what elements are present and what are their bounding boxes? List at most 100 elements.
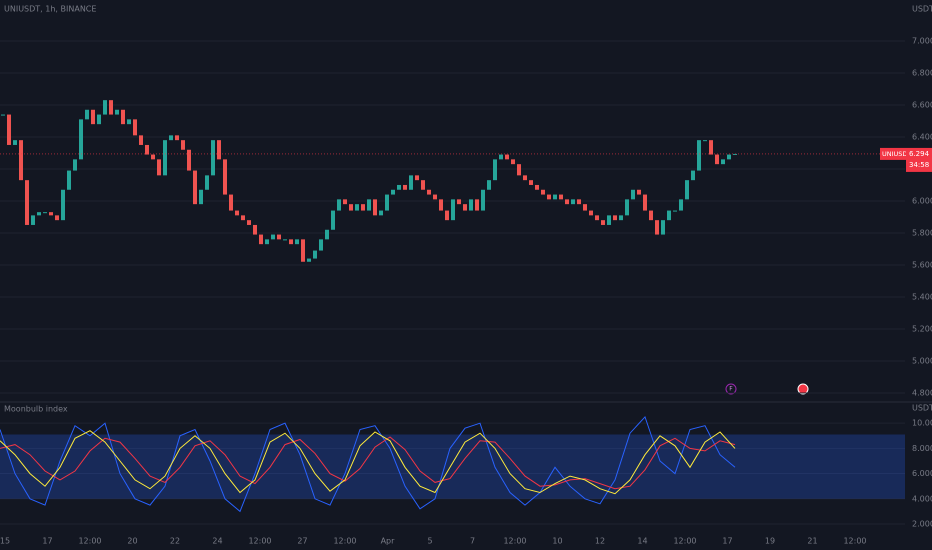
y-tick-label: 7.000 bbox=[912, 36, 932, 45]
candle bbox=[397, 184, 401, 190]
candle bbox=[199, 189, 203, 205]
x-tick-label: 27 bbox=[297, 537, 307, 546]
candle bbox=[19, 140, 23, 181]
y-tick-label: 6.000 bbox=[912, 196, 932, 205]
candle bbox=[391, 189, 395, 195]
candle bbox=[571, 199, 575, 205]
y-tick-label: 2.000 bbox=[912, 519, 932, 528]
candle bbox=[283, 239, 287, 241]
candle bbox=[259, 234, 263, 245]
candle bbox=[667, 210, 671, 221]
event-marker[interactable] bbox=[797, 383, 809, 395]
candle bbox=[469, 199, 473, 211]
candle bbox=[337, 199, 341, 211]
candle bbox=[511, 159, 515, 165]
candle bbox=[121, 109, 125, 125]
candle bbox=[253, 224, 257, 235]
candle bbox=[271, 234, 275, 240]
x-tick-label: 7 bbox=[470, 537, 475, 546]
candle bbox=[103, 100, 107, 115]
candle bbox=[211, 140, 215, 176]
axis-unit: USDT bbox=[912, 5, 932, 14]
y-tick-label: 5.000 bbox=[912, 356, 932, 365]
x-tick-label: 22 bbox=[170, 537, 180, 546]
y-tick-label: 4.800 bbox=[912, 388, 932, 397]
candle bbox=[7, 114, 11, 145]
candle bbox=[655, 220, 659, 235]
candle bbox=[343, 199, 347, 205]
y-tick-label: 6.000 bbox=[912, 469, 932, 478]
x-tick-label: 17 bbox=[722, 537, 732, 546]
candle bbox=[517, 164, 521, 176]
candle bbox=[247, 220, 251, 225]
y-tick-label: 8.000 bbox=[912, 444, 932, 453]
candle bbox=[43, 212, 47, 214]
candle bbox=[319, 239, 323, 251]
candle bbox=[565, 199, 569, 205]
candle bbox=[355, 204, 359, 211]
candle bbox=[97, 114, 101, 125]
y-tick-label: 6.600 bbox=[912, 100, 932, 109]
candle bbox=[733, 153, 737, 155]
candle bbox=[1, 114, 5, 116]
candle bbox=[223, 159, 227, 195]
y-tick-label: 5.400 bbox=[912, 292, 932, 301]
candle bbox=[373, 199, 377, 216]
candle bbox=[487, 180, 491, 190]
candle bbox=[79, 119, 83, 160]
candle bbox=[559, 194, 563, 200]
candle bbox=[505, 154, 509, 160]
candle bbox=[169, 135, 173, 141]
candle bbox=[85, 109, 89, 120]
x-tick-label: 20 bbox=[127, 537, 137, 546]
candle bbox=[193, 170, 197, 205]
candle bbox=[67, 170, 71, 190]
candle bbox=[661, 220, 665, 235]
candle bbox=[439, 199, 443, 211]
candle bbox=[691, 170, 695, 181]
candle bbox=[229, 194, 233, 211]
x-tick-label: 19 bbox=[765, 537, 775, 546]
indicator-line bbox=[0, 430, 736, 495]
candle bbox=[91, 109, 95, 125]
x-tick-label: 12:00 bbox=[843, 537, 866, 546]
candle bbox=[181, 140, 185, 150]
price-tag-countdown: 34:58 bbox=[909, 161, 929, 169]
candle bbox=[619, 215, 623, 221]
candle bbox=[349, 204, 353, 211]
candle bbox=[307, 258, 311, 262]
candle bbox=[577, 199, 581, 205]
candle bbox=[589, 210, 593, 216]
x-tick-label: 12 bbox=[595, 537, 605, 546]
candle bbox=[25, 180, 29, 225]
candle bbox=[499, 154, 503, 160]
candle bbox=[451, 199, 455, 221]
price-tag bbox=[880, 147, 906, 160]
candle bbox=[277, 234, 281, 240]
candle bbox=[553, 194, 557, 200]
candle bbox=[601, 220, 605, 225]
x-tick-label: 10 bbox=[552, 537, 562, 546]
candle bbox=[163, 140, 167, 176]
y-tick-label: 4.000 bbox=[912, 494, 932, 503]
candle bbox=[133, 119, 137, 136]
y-tick-label: 5.600 bbox=[912, 260, 932, 269]
candle bbox=[445, 210, 449, 221]
chart-title: UNIUSDT, 1h, BINANCE bbox=[4, 5, 96, 14]
candle bbox=[313, 250, 317, 259]
candle bbox=[241, 215, 245, 221]
x-tick-label: 14 bbox=[637, 537, 647, 546]
y-tick-label: 6.800 bbox=[912, 68, 932, 77]
candle bbox=[145, 144, 149, 155]
x-tick-label: 12:00 bbox=[333, 537, 356, 546]
candle bbox=[583, 204, 587, 211]
candle bbox=[493, 159, 497, 181]
event-label[interactable]: F bbox=[729, 386, 733, 393]
event-marker[interactable] bbox=[725, 383, 737, 395]
candle bbox=[625, 199, 629, 216]
x-tick-label: 12:00 bbox=[248, 537, 271, 546]
y-tick-label: 5.200 bbox=[912, 324, 932, 333]
candle bbox=[331, 210, 335, 230]
candle bbox=[289, 239, 293, 245]
